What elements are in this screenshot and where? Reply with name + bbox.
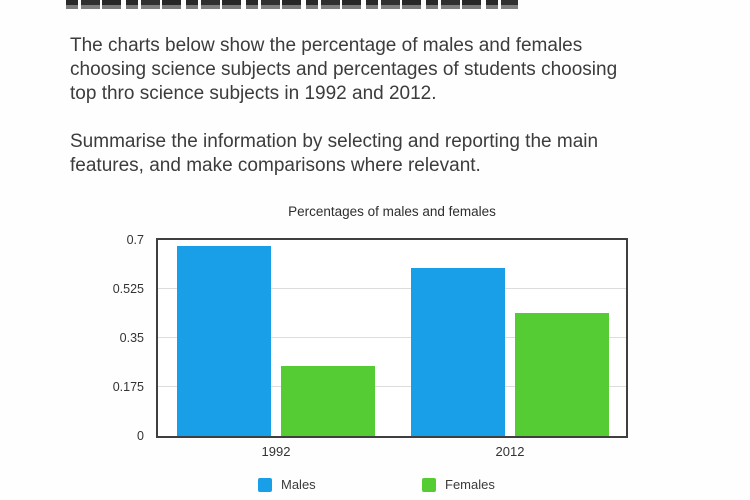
- legend-swatch-females: [422, 478, 436, 492]
- gridline: [158, 337, 626, 338]
- task-instruction-line-1: Summarise the information by selecting a…: [70, 131, 599, 152]
- x-axis-label-2012: 2012: [495, 444, 525, 459]
- legend-label-females: Females: [445, 477, 495, 492]
- bar-2012-males: [411, 268, 505, 436]
- task-description-line-3: top thro science subjects in 1992 and 20…: [70, 83, 437, 104]
- y-axis-tick: 0.35: [119, 331, 144, 345]
- task-instruction-line-2: features, and make comparisons where rel…: [70, 155, 481, 176]
- plot-area: [156, 238, 628, 438]
- legend-swatch-males: [258, 478, 272, 492]
- task-instruction: Summarise the information by selecting a…: [70, 130, 598, 178]
- y-axis-tick: 0.175: [112, 380, 144, 394]
- cropped-text-strip: [66, 0, 518, 9]
- chart-title: Percentages of males and females: [288, 204, 496, 219]
- y-axis-tick: 0.7: [126, 233, 144, 247]
- bar-1992-males: [177, 246, 271, 436]
- x-axis-label-1992: 1992: [261, 444, 291, 459]
- legend-label-males: Males: [281, 477, 316, 492]
- bar-1992-females: [281, 366, 375, 436]
- task-description-line-1: The charts below show the percentage of …: [70, 35, 583, 56]
- gridline: [158, 288, 626, 289]
- gridline: [158, 386, 626, 387]
- task-description-line-2: choosing science subjects and percentage…: [70, 59, 618, 80]
- y-axis-tick: 0.525: [112, 282, 144, 296]
- task-description: The charts below show the percentage of …: [70, 34, 617, 106]
- bar-2012-females: [515, 313, 609, 436]
- y-axis-tick: 0: [137, 429, 144, 443]
